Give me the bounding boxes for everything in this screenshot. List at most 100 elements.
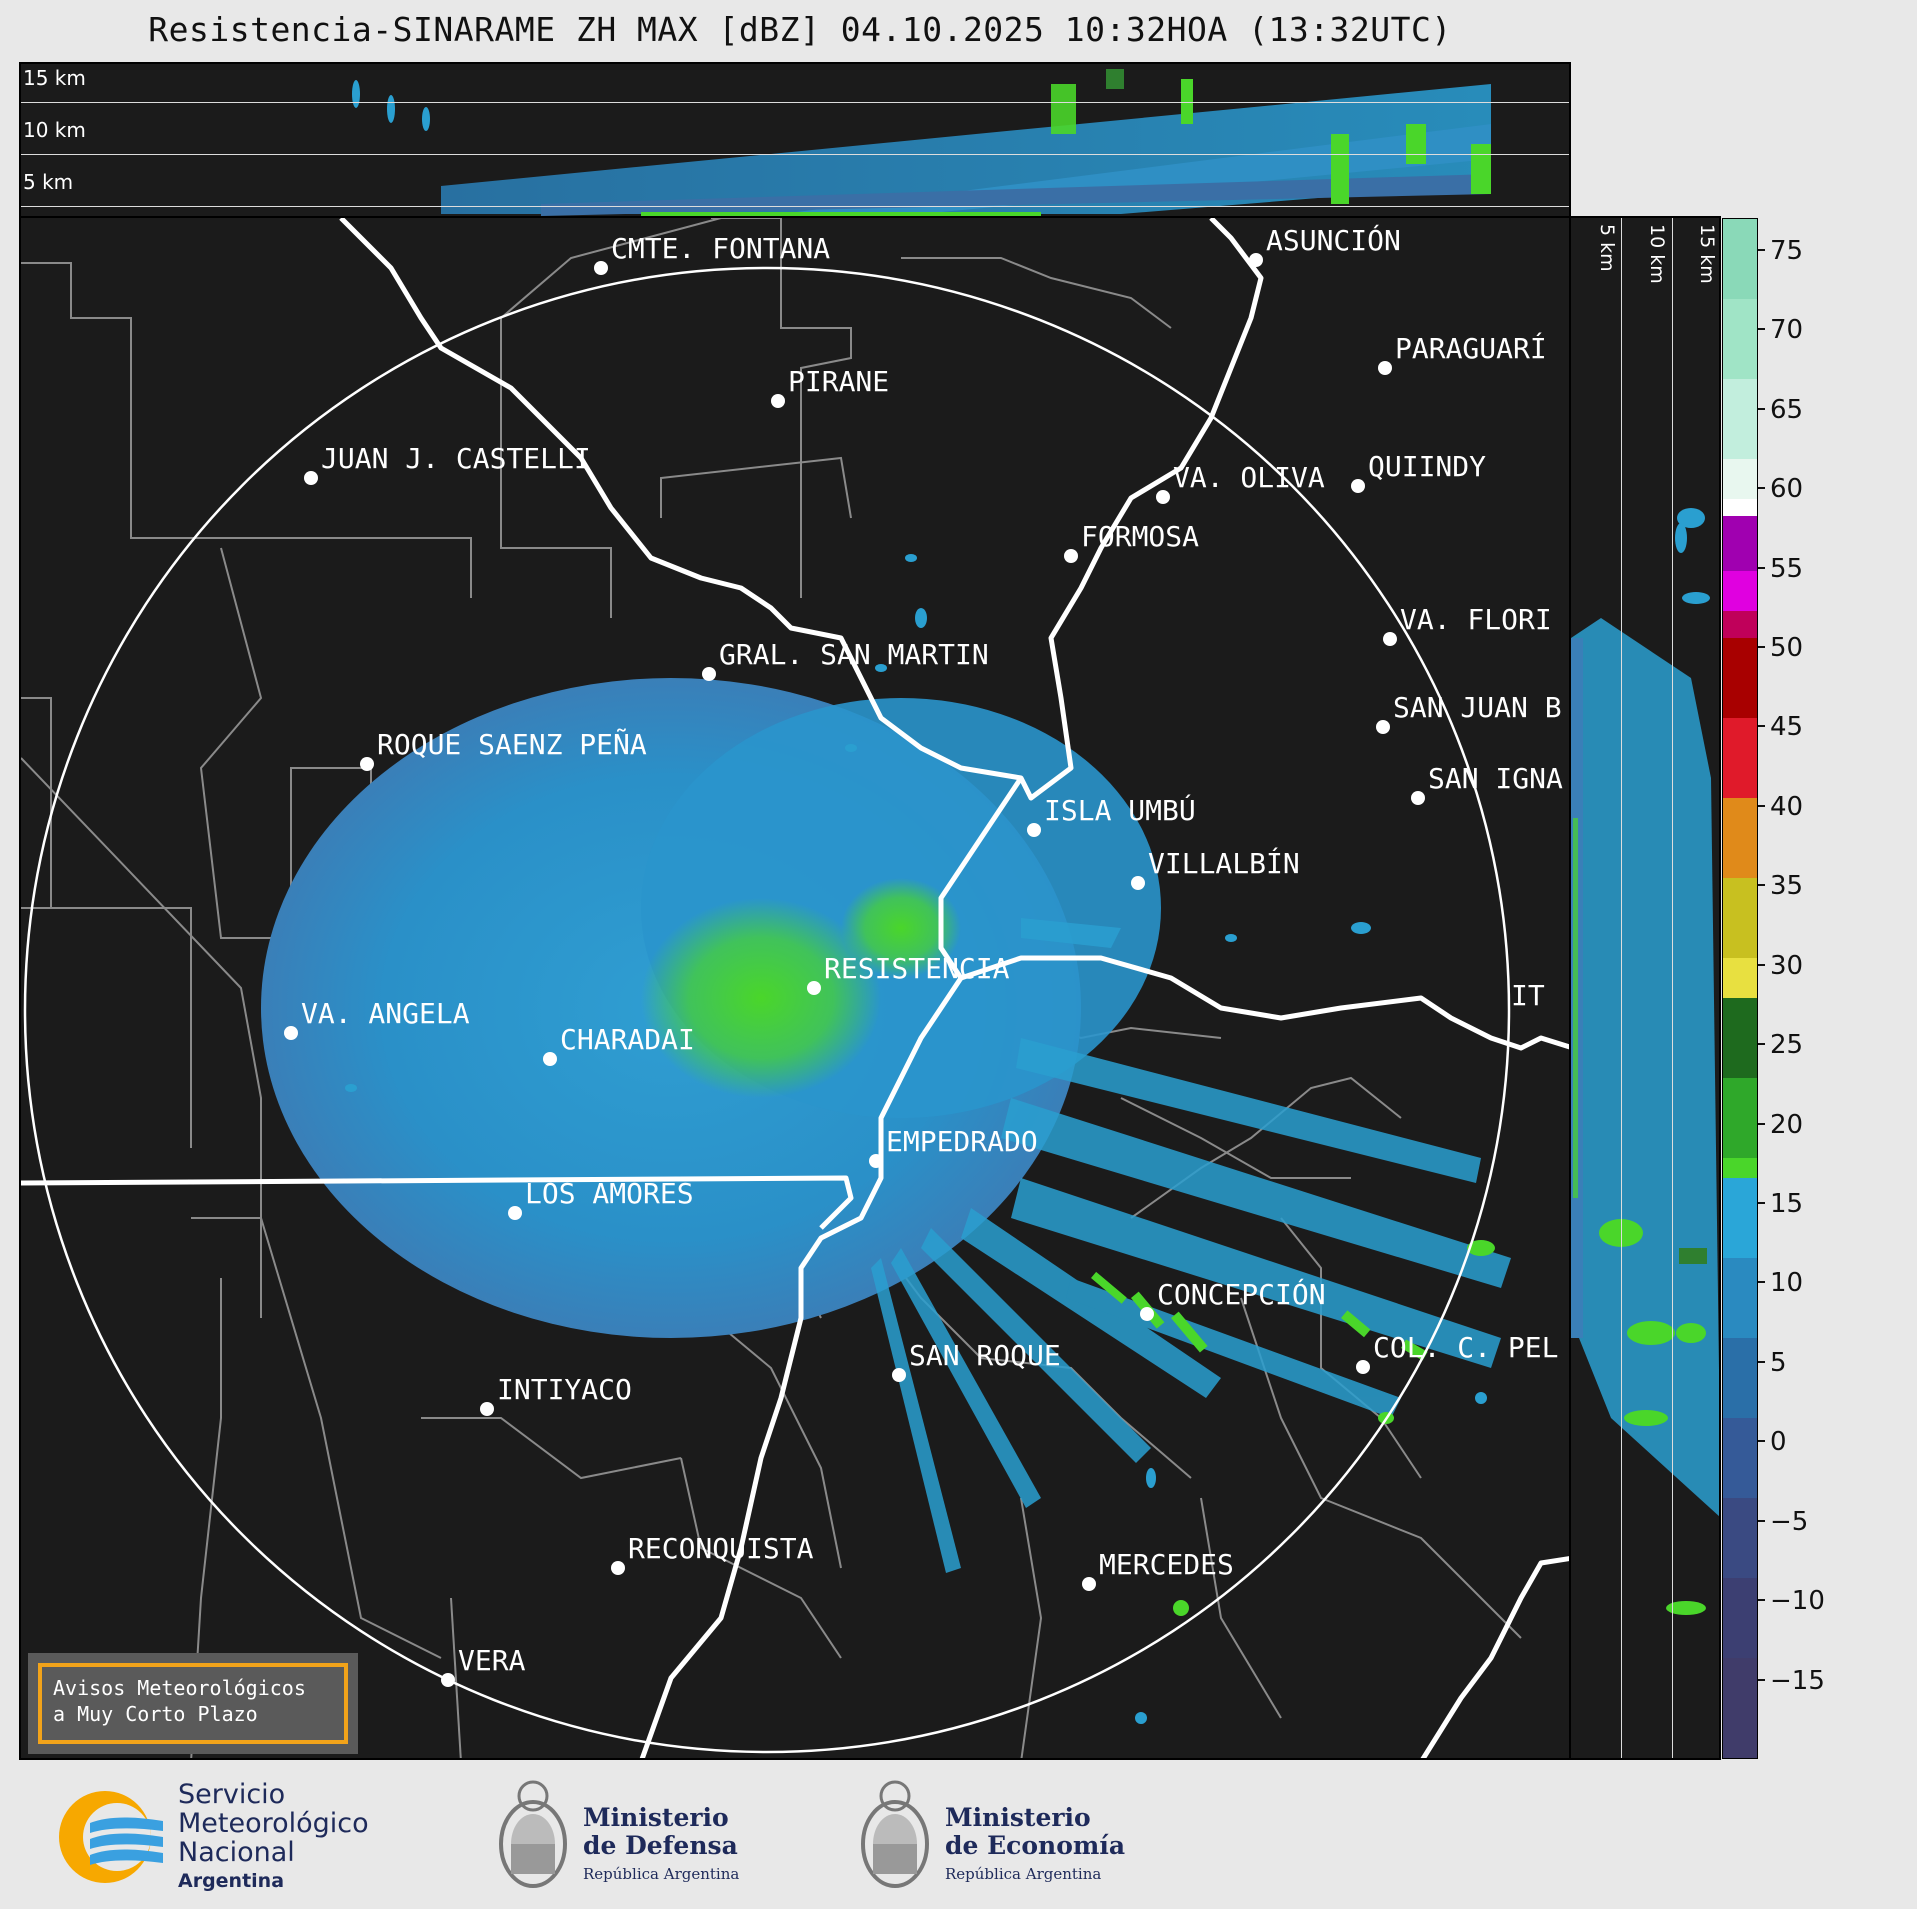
- colorbar-tick-label: −15: [1770, 1665, 1825, 1696]
- colorbar-tick-mark: [1758, 884, 1765, 887]
- colorbar-tick-mark: [1758, 1201, 1765, 1204]
- colorbar-tick-label: 55: [1770, 553, 1804, 584]
- city-label: INTIYACO: [497, 1373, 632, 1406]
- height-gridline: [21, 154, 1569, 155]
- height-gridline: [21, 102, 1569, 103]
- city-label: IT: [1511, 979, 1545, 1012]
- colorbar-tick-mark: [1758, 407, 1765, 410]
- dbz-colorbar: [1722, 218, 1758, 1759]
- colorbar-tick-mark: [1758, 1043, 1765, 1046]
- colorbar-tick-label: −10: [1770, 1586, 1825, 1617]
- range-ring: [23, 266, 1511, 1754]
- height-gridline: [1621, 218, 1622, 1758]
- smn-logo-icon: [55, 1787, 165, 1887]
- colorbar-tick-mark: [1758, 1599, 1765, 1602]
- colorbar-tick-label: 50: [1770, 632, 1804, 663]
- height-label-15km: 15 km: [1696, 224, 1718, 284]
- radar-map[interactable]: CMTE. FONTANA ASUNCIÓN PIRANE PARAGUARÍ …: [19, 216, 1571, 1760]
- colorbar-tick-mark: [1758, 1519, 1765, 1522]
- colorbar-tick-label: −5: [1770, 1506, 1809, 1537]
- colorbar-tick-label: 10: [1770, 1268, 1804, 1299]
- notice-line2: a Muy Corto Plazo: [53, 1702, 258, 1726]
- colorbar-tick-mark: [1758, 1678, 1765, 1681]
- green-cells: [641, 878, 1495, 1616]
- city-label: VILLALBÍN: [1148, 847, 1300, 880]
- colorbar-tick-mark: [1758, 566, 1765, 569]
- colorbar-tick-mark: [1758, 487, 1765, 490]
- city-label: CMTE. FONTANA: [611, 232, 831, 265]
- colorbar-tick-label: 0: [1770, 1427, 1787, 1458]
- city-label: LOS AMORES: [525, 1177, 694, 1210]
- colorbar-tick-label: 35: [1770, 871, 1804, 902]
- height-label-15km: 15 km: [23, 66, 86, 90]
- city-label: VA. OLIVA: [1173, 461, 1325, 494]
- colorbar-tick-mark: [1758, 1360, 1765, 1363]
- height-label-5km: 5 km: [1596, 224, 1618, 272]
- colorbar-tick-label: 25: [1770, 1030, 1804, 1061]
- ministerio-economia-text: Ministerio de Economía República Argenti…: [945, 1803, 1126, 1884]
- colorbar-gradient: [1723, 219, 1757, 1758]
- height-label-10km: 10 km: [23, 118, 86, 142]
- map-layers: [21, 218, 1569, 1758]
- height-label-10km: 10 km: [1646, 224, 1668, 284]
- city-label: QUIINDY: [1368, 450, 1487, 483]
- city-label: VA. FLORI: [1400, 603, 1552, 636]
- top-height-profile: 15 km 10 km 5 km: [19, 62, 1571, 218]
- ministerio-defensa-text: Ministerio de Defensa República Argentin…: [583, 1803, 740, 1884]
- side-height-profile: 5 km 10 km 15 km: [1569, 216, 1721, 1760]
- height-gridline: [1672, 218, 1673, 1758]
- footer-logos: Servicio Meteorológico Nacional Argentin…: [0, 1762, 1917, 1909]
- city-label: MERCEDES: [1099, 1548, 1234, 1581]
- colorbar-tick-label: 65: [1770, 394, 1804, 425]
- city-label: CONCEPCIÓN: [1157, 1278, 1326, 1311]
- colorbar-tick-label: 30: [1770, 950, 1804, 981]
- colorbar-tick-label: 75: [1770, 235, 1804, 266]
- colorbar-tick-label: 70: [1770, 315, 1804, 346]
- colorbar-tick-mark: [1758, 1281, 1765, 1284]
- colorbar-tick-label: 20: [1770, 1109, 1804, 1140]
- colorbar-tick-label: 40: [1770, 791, 1804, 822]
- colorbar-tick-mark: [1758, 328, 1765, 331]
- city-label: RESISTENCIA: [824, 952, 1010, 985]
- city-label: ROQUE SAENZ PEÑA: [377, 728, 647, 761]
- colorbar-tick-mark: [1758, 804, 1765, 807]
- city-label: COL. C. PEL: [1373, 1331, 1559, 1364]
- city-label: JUAN J. CASTELLI: [321, 442, 591, 475]
- top-profile-echoes: [352, 69, 1491, 216]
- chart-title: Resistencia-SINARAME ZH MAX [dBZ] 04.10.…: [148, 10, 1452, 49]
- side-profile-echoes: [1571, 508, 1719, 1615]
- notice-line1: Avisos Meteorológicos: [53, 1676, 306, 1700]
- colorbar-tick-label: 5: [1770, 1347, 1787, 1378]
- city-label: ISLA UMBÚ: [1044, 794, 1196, 827]
- city-label: RECONQUISTA: [628, 1532, 814, 1565]
- city-label: VA. ANGELA: [301, 997, 470, 1030]
- colorbar-tick-mark: [1758, 1122, 1765, 1125]
- city-label: CHARADAI: [560, 1023, 695, 1056]
- colorbar-tick-mark: [1758, 645, 1765, 648]
- echo-streaks: [871, 918, 1511, 1573]
- city-label: VERA: [458, 1644, 526, 1677]
- notice-box[interactable]: Avisos Meteorológicos a Muy Corto Plazo: [28, 1653, 358, 1754]
- city-label: SAN JUAN B: [1393, 691, 1562, 724]
- smn-logo-text: Servicio Meteorológico Nacional Argentin…: [178, 1779, 369, 1892]
- colorbar-tick-label: 60: [1770, 474, 1804, 505]
- city-label: PARAGUARÍ: [1395, 332, 1547, 365]
- city-label: ASUNCIÓN: [1266, 224, 1401, 257]
- colorbar-tick-mark: [1758, 963, 1765, 966]
- height-gridline: [21, 206, 1569, 207]
- colorbar-tick-label: 45: [1770, 712, 1804, 743]
- colorbar-tick-mark: [1758, 248, 1765, 251]
- rivers-borders: [21, 218, 1569, 1758]
- colorbar-tick-mark: [1758, 1440, 1765, 1443]
- coat-of-arms-icon: [856, 1774, 934, 1896]
- scattered-echoes: [345, 554, 1487, 1724]
- city-label: PIRANE: [788, 365, 890, 398]
- colorbar-tick-label: 15: [1770, 1188, 1804, 1219]
- city-label: SAN ROQUE: [909, 1339, 1061, 1372]
- city-label: GRAL. SAN MARTIN: [719, 638, 989, 671]
- coat-of-arms-icon: [494, 1774, 572, 1896]
- city-label: FORMOSA: [1081, 520, 1200, 553]
- city-label: SAN IGNA: [1428, 762, 1563, 795]
- city-label: EMPEDRADO: [886, 1125, 1038, 1158]
- height-label-5km: 5 km: [23, 170, 74, 194]
